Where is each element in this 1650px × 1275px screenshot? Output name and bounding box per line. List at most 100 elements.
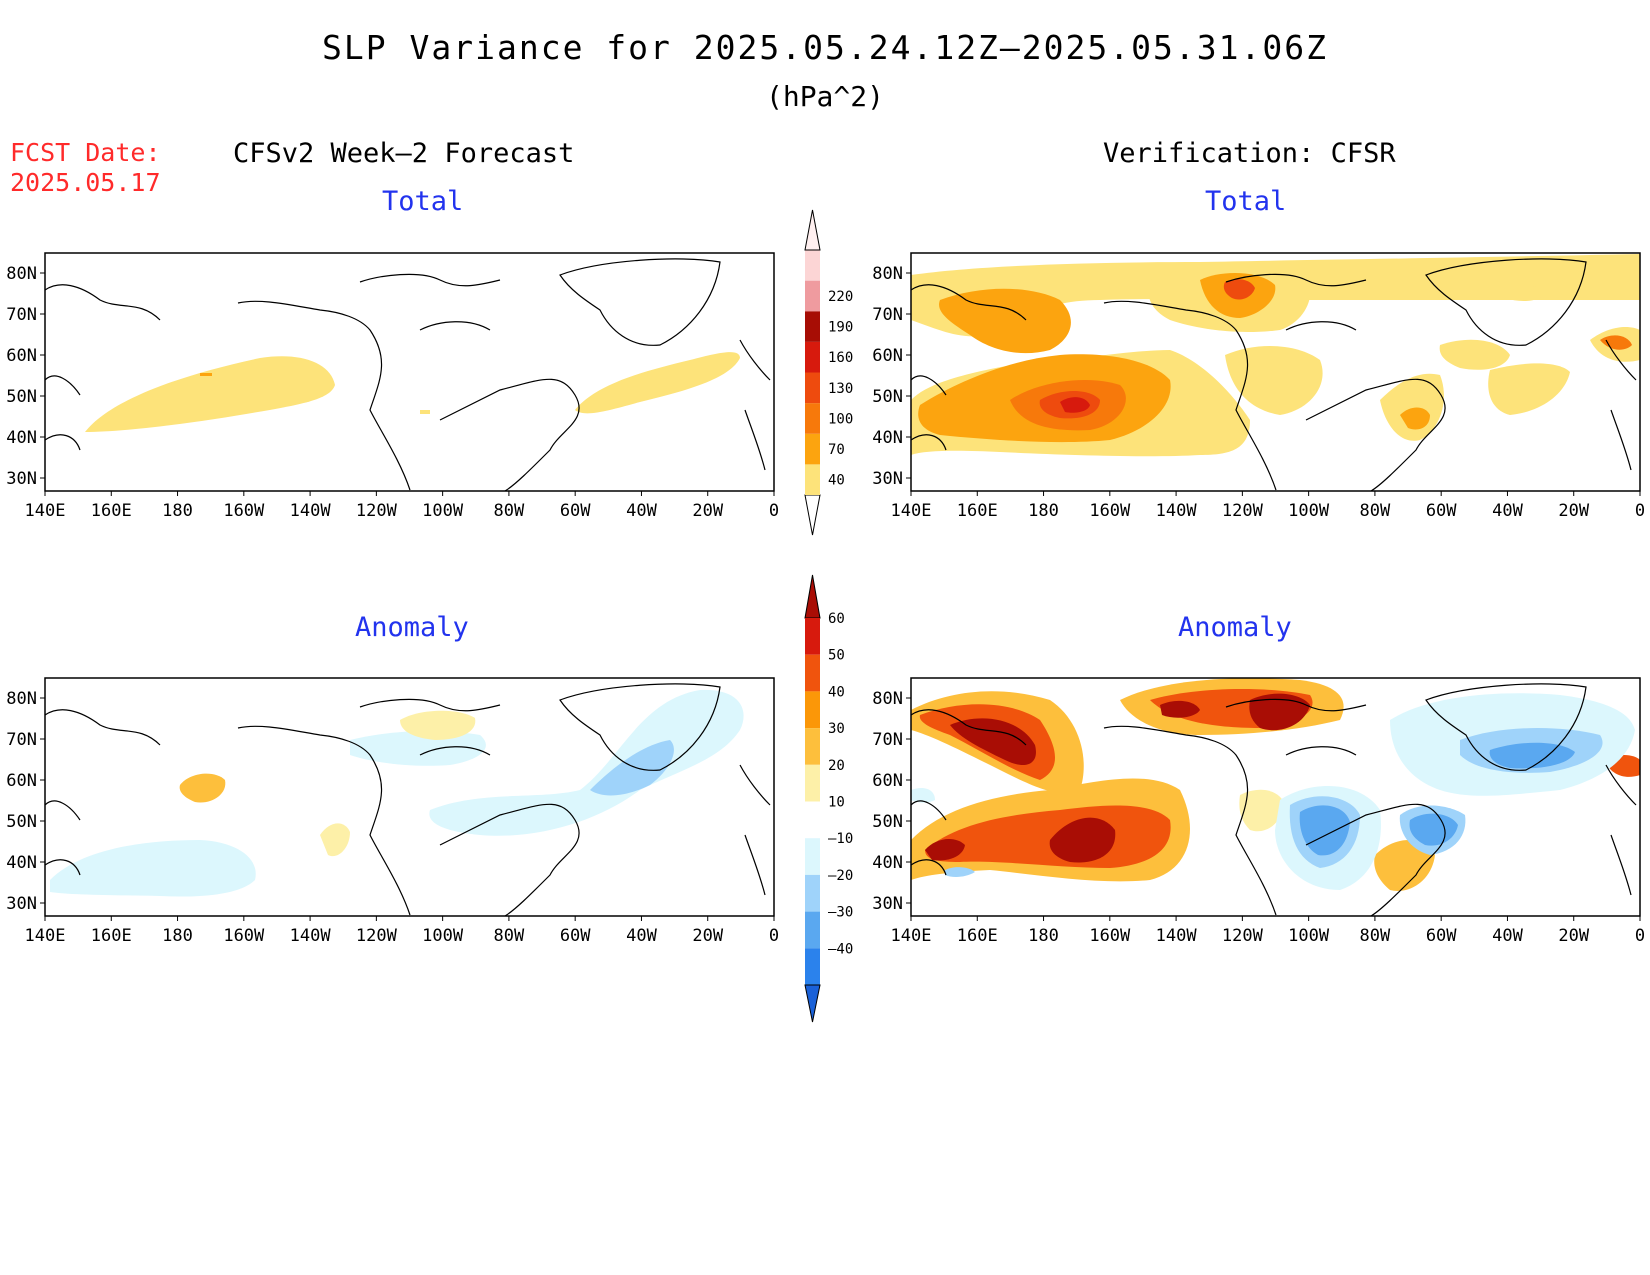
- colorbar-anomaly-label: –40: [828, 941, 853, 957]
- lon-label: 100W: [422, 501, 464, 521]
- lon-label: 140W: [290, 501, 332, 521]
- anomaly-contour-neg10: [911, 788, 935, 803]
- coastline-arctic-islands: [1225, 698, 1367, 756]
- lon-label: 20W: [1558, 501, 1589, 521]
- lat-label: 80N: [6, 264, 37, 284]
- lon-label: 60W: [560, 926, 591, 946]
- variance-contour-70: [939, 288, 1071, 354]
- colorbar-total-max-arrow: [804, 209, 821, 251]
- fcst-date-value: 2025.05.17: [10, 168, 161, 197]
- colorbar-anomaly-box: [805, 838, 820, 875]
- forecast-heading: CFSv2 Week–2 Forecast: [233, 138, 575, 169]
- colorbar-anomaly-box: [805, 691, 820, 729]
- variance-contour-40: [420, 410, 430, 414]
- coastline-greenland: [559, 683, 721, 771]
- colorbar-total-box: [805, 372, 820, 404]
- anomaly-contour-neg30: [1409, 813, 1458, 846]
- colorbar-anomaly-label: –20: [828, 868, 853, 884]
- colorbar-total-box: [805, 464, 820, 495]
- units-label: (hPa^2): [765, 80, 884, 113]
- anomaly-contour-neg20: [945, 867, 975, 877]
- coastline-north-america: [1103, 300, 1446, 491]
- lon-label: 180: [1028, 926, 1059, 946]
- anomaly-contour-neg10: [50, 840, 256, 897]
- variance-contour-40: [85, 356, 335, 432]
- colorbars: 40 70 100 130 160 190 220 60 50 40 30 20 10 –10 –20 –30…: [804, 209, 853, 1023]
- variance-contour-40: [575, 352, 740, 414]
- lon-label: 80W: [1360, 926, 1391, 946]
- coastline-north-america: [237, 725, 580, 916]
- anomaly-contour-pos10: [400, 710, 476, 740]
- variance-contour-70: [1400, 407, 1430, 430]
- lon-label: 40W: [1492, 926, 1523, 946]
- anomaly-contour-pos20: [1374, 840, 1435, 891]
- lon-label: 140E: [891, 926, 932, 946]
- forecast-anomaly-panel: [50, 689, 744, 897]
- lat-label: 60N: [872, 346, 903, 366]
- coastline-north-america: [1103, 725, 1446, 916]
- anomaly-contour-pos60: [1160, 700, 1200, 718]
- colorbar-anomaly-box: [805, 948, 820, 985]
- lon-label: 0: [769, 501, 779, 521]
- colorbar-anomaly-box: [805, 874, 820, 912]
- lat-label: 70N: [872, 305, 903, 325]
- lon-label: 160W: [223, 501, 265, 521]
- lon-label: 80W: [494, 926, 525, 946]
- anomaly-contour-neg30: [1489, 742, 1575, 769]
- lat-label: 50N: [872, 812, 903, 832]
- lon-label: 20W: [692, 501, 723, 521]
- lon-label: 140W: [1156, 501, 1198, 521]
- lat-label: 50N: [6, 812, 37, 832]
- lon-label: 100W: [1288, 926, 1330, 946]
- lon-label: 0: [1635, 926, 1645, 946]
- lat-label: 70N: [872, 730, 903, 750]
- coastline-asia: [911, 709, 1027, 876]
- coastline-greenland: [559, 258, 721, 346]
- anomaly-contour-pos60: [1049, 817, 1116, 863]
- anomaly-contour-neg30: [1299, 805, 1350, 856]
- lon-label: 20W: [1558, 926, 1589, 946]
- variance-contour-40: [1439, 339, 1510, 370]
- lon-label: 0: [1635, 501, 1645, 521]
- verification-anomaly-frame: [910, 677, 1641, 917]
- colorbar-anomaly-box: [805, 728, 820, 765]
- lat-label: 50N: [872, 387, 903, 407]
- coastline-arctic-islands: [359, 698, 501, 756]
- coastline-arctic-islands: [1225, 273, 1367, 331]
- variance-contour-40: [1488, 363, 1570, 415]
- lon-label: 160W: [1089, 926, 1131, 946]
- lat-label: 30N: [6, 894, 37, 914]
- lon-label: 160E: [91, 501, 132, 521]
- coastline-europe: [1605, 764, 1637, 896]
- lon-label: 40W: [1492, 501, 1523, 521]
- lat-label: 60N: [6, 346, 37, 366]
- verification-total-title: Total: [1205, 186, 1287, 217]
- coastlines: [45, 258, 1637, 916]
- lon-label: 20W: [692, 926, 723, 946]
- colorbar-total-label: 100: [828, 411, 853, 427]
- lon-label: 140E: [25, 501, 66, 521]
- lon-label: 80W: [494, 501, 525, 521]
- colorbar-total-box: [805, 433, 820, 465]
- anomaly-contour-neg10: [429, 689, 744, 836]
- fcst-date-label: FCST Date:: [10, 138, 161, 167]
- lon-label: 160W: [223, 926, 265, 946]
- chart-title: SLP Variance for 2025.05.24.12Z–2025.05.…: [322, 28, 1328, 67]
- lon-label: 60W: [1426, 501, 1457, 521]
- lon-label: 160W: [1089, 501, 1131, 521]
- lat-label: 70N: [6, 730, 37, 750]
- lon-label: 140E: [891, 501, 932, 521]
- colorbar-anomaly-label: 10: [828, 795, 845, 811]
- coastline-asia: [45, 709, 161, 876]
- colorbar-total-box: [805, 403, 820, 434]
- forecast-anomaly-frame: [44, 677, 775, 917]
- anomaly-contour-pos60: [950, 718, 1036, 765]
- lon-label: 160E: [957, 926, 998, 946]
- lon-label: 120W: [356, 926, 398, 946]
- lon-label: 140W: [1156, 926, 1198, 946]
- lat-label: 30N: [6, 469, 37, 489]
- colorbar-anomaly-label: –10: [828, 831, 853, 847]
- lon-label: 140W: [290, 926, 332, 946]
- coastline-europe: [1605, 339, 1637, 471]
- lon-label: 180: [1028, 501, 1059, 521]
